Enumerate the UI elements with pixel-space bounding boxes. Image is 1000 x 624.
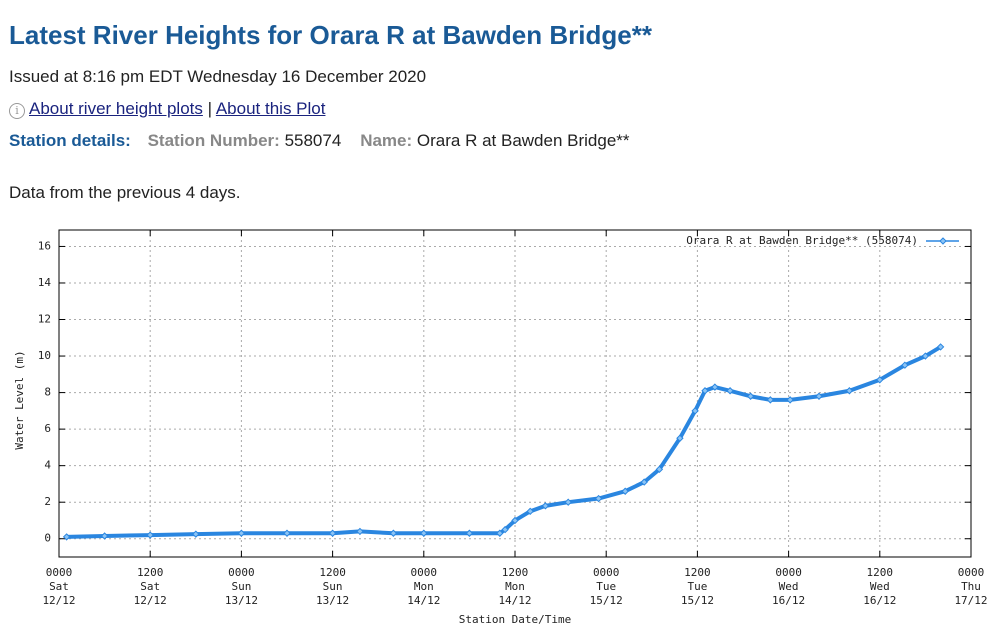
point: [876, 376, 884, 384]
point: [237, 529, 246, 537]
label: Station Number:: [147, 131, 280, 150]
y-tick-label: 12: [38, 313, 51, 326]
y-tick-label: 6: [44, 422, 51, 435]
point: [676, 434, 684, 442]
y-tick-label: 8: [44, 386, 51, 399]
x-tick-label: Wed: [779, 580, 799, 593]
point: [594, 494, 603, 503]
x-tick-label: 1200: [319, 566, 346, 579]
x-tick-label: 1200: [502, 566, 529, 579]
links: i About river height plots | About this P…: [9, 99, 325, 119]
y-tick-label: 14: [38, 276, 52, 289]
point: [711, 383, 719, 391]
label: Name:: [360, 131, 413, 150]
x-tick-label: Mon: [414, 580, 434, 593]
x-tick-label: Wed: [870, 580, 890, 593]
point: [691, 407, 699, 415]
x-tick-label: Tue: [596, 580, 616, 593]
point: [936, 343, 945, 351]
x-tick-label: 12/12: [134, 594, 167, 607]
point: [766, 396, 775, 404]
station-number: 558074: [284, 131, 342, 150]
point: [420, 529, 428, 537]
point: [511, 516, 519, 525]
x-tick-label: 14/12: [498, 594, 531, 607]
point: [356, 527, 364, 536]
point: [726, 387, 734, 395]
x-tick-label: Tue: [687, 580, 707, 593]
x-tick-label: 15/12: [681, 594, 714, 607]
point: [921, 352, 930, 360]
point: [192, 530, 200, 538]
x-tick-label: 12/12: [42, 594, 75, 607]
point: [564, 498, 572, 506]
point: [786, 396, 794, 404]
y-tick-label: 16: [38, 239, 51, 252]
y-tick-label: 0: [44, 532, 51, 545]
x-tick-label: 17/12: [954, 594, 987, 607]
point: [901, 361, 909, 369]
point: [746, 392, 755, 400]
point: [640, 478, 648, 486]
point: [465, 529, 474, 537]
point: [655, 465, 664, 474]
point: [701, 387, 709, 395]
point: [845, 387, 854, 395]
x-tick-label: Thu: [961, 580, 981, 593]
y-tick-label: 10: [38, 349, 51, 362]
point: [283, 529, 291, 537]
x-tick-label: 0000: [228, 566, 255, 579]
x-tick-label: Sat: [140, 580, 160, 593]
point: [146, 531, 154, 539]
note: Data from the previous 4 days.: [9, 183, 241, 202]
station-details: Station details: Station Number: 558074 …: [9, 131, 630, 151]
legend-label: Orara R at Bawden Bridge** (558074): [686, 234, 918, 247]
x-tick-label: 0000: [775, 566, 802, 579]
x-tick-label: 16/12: [863, 594, 896, 607]
x-tick-label: 0000: [411, 566, 438, 579]
point: [100, 532, 109, 540]
point: [526, 507, 534, 516]
point: [541, 502, 550, 510]
x-tick-label: 1200: [137, 566, 164, 579]
issued: Issued at 8:16 pm EDT Wednesday 16 Decem…: [9, 67, 427, 86]
x-tick-label: 1200: [867, 566, 894, 579]
point: [496, 529, 504, 537]
station-name: Orara R at Bawden Bridge**: [416, 131, 630, 150]
point: [501, 525, 509, 534]
x-tick-label: Sun: [323, 580, 343, 593]
link[interactable]: About river height plots: [29, 99, 203, 118]
legend-marker: [939, 237, 947, 245]
x-tick-label: Sat: [49, 580, 69, 593]
y-axis-label: Water Level (m): [13, 350, 26, 449]
info-icon: i: [9, 103, 25, 119]
x-tick-label: 15/12: [590, 594, 623, 607]
y-tick-label: 2: [44, 495, 51, 508]
x-tick-label: 13/12: [316, 594, 349, 607]
x-tick-label: 14/12: [407, 594, 440, 607]
point: [62, 533, 71, 541]
series-line: [66, 345, 942, 539]
label: Station details:: [9, 131, 131, 150]
x-tick-label: 1200: [684, 566, 711, 579]
point: [389, 529, 398, 537]
page-title: Latest River Heights for Orara R at Bawd…: [9, 20, 652, 50]
separator: |: [207, 99, 213, 118]
x-tick-label: 0000: [593, 566, 620, 579]
plot-frame: [58, 229, 972, 558]
x-tick-label: 0000: [46, 566, 73, 579]
x-tick-label: 13/12: [225, 594, 258, 607]
y-tick-label: 4: [44, 459, 51, 472]
x-tick-label: Mon: [505, 580, 525, 593]
x-tick-label: 0000: [958, 566, 985, 579]
x-tick-label: 16/12: [772, 594, 805, 607]
point: [328, 529, 337, 537]
point: [815, 392, 823, 400]
x-axis-label: Station Date/Time: [459, 613, 572, 624]
x-tick-label: Sun: [231, 580, 251, 593]
point: [621, 487, 629, 495]
link[interactable]: About this Plot: [215, 99, 326, 118]
